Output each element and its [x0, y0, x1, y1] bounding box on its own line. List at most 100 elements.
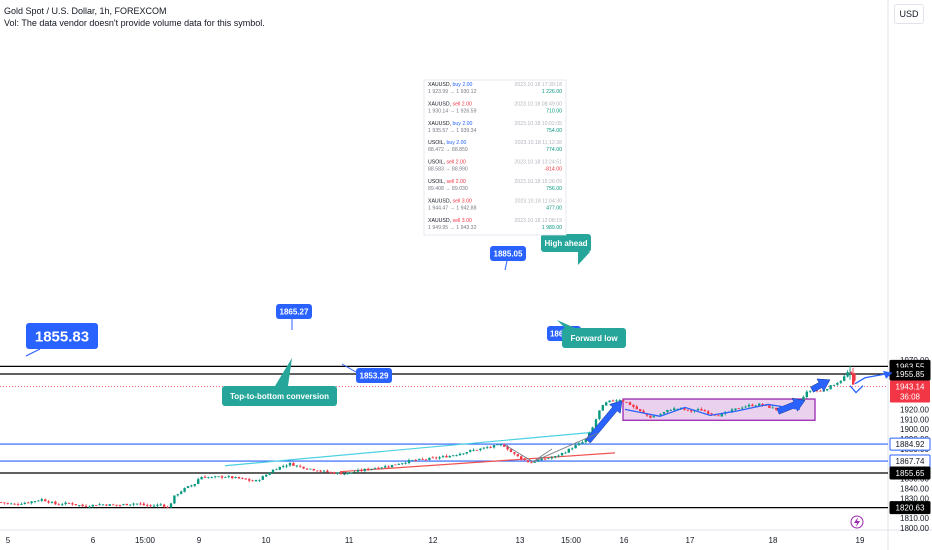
up-arrow [585, 400, 623, 444]
candle-body [156, 504, 159, 506]
lightning-icon-ring [850, 515, 864, 529]
x-tick-label: 18 [769, 536, 778, 545]
candle-body [37, 500, 40, 502]
candle-body [591, 427, 594, 434]
candle-body [707, 411, 710, 414]
candle-body [734, 408, 737, 410]
chart-title: Gold Spot / U.S. Dollar, 1h, FOREXCOM [4, 6, 167, 16]
candle-body [520, 456, 523, 460]
candle-body [6, 503, 9, 504]
candle-body [135, 503, 139, 505]
y-tick-label: 1840.00 [900, 484, 929, 493]
candle-body [771, 407, 774, 409]
candle-body [852, 373, 855, 385]
x-tick-label: 16 [620, 536, 629, 545]
candle-body [448, 455, 451, 458]
path-arrow-head [883, 370, 892, 379]
candle-body [183, 488, 186, 492]
candle-body [333, 472, 336, 474]
candle-body [571, 448, 574, 450]
trade-pnl: 754.00 [546, 128, 562, 134]
candle-body [197, 479, 200, 484]
trade-panel: XAUUSD, buy 2.001 923.99 → 1 930.122023.… [423, 79, 567, 236]
candle-body [526, 460, 530, 463]
trade-prices: 1 949.95 → 1 943.32 [428, 225, 477, 231]
projection-path [624, 403, 801, 417]
candle-body [554, 456, 557, 458]
candle-body [438, 457, 441, 459]
level-tag [889, 501, 931, 515]
candle-body [499, 444, 502, 446]
candle-body [81, 504, 84, 507]
x-tick-label: 19 [856, 536, 865, 545]
candle-body [458, 453, 462, 456]
small-down-arrow [849, 385, 864, 394]
candle-body [176, 494, 179, 496]
candle-body [322, 470, 326, 472]
big-level-callout: 1855.83 [26, 323, 98, 349]
countdown-label: 36:08 [900, 393, 921, 402]
candle-body [465, 452, 468, 454]
candle-body [47, 501, 50, 503]
candle-body [200, 476, 203, 480]
candle-body [618, 400, 621, 401]
candle-body [0, 502, 3, 504]
candle-body [132, 503, 135, 505]
candle-body [846, 372, 849, 377]
candle-body [339, 472, 343, 475]
current-price-tag [890, 380, 930, 403]
price-1885-pointer [504, 260, 508, 271]
candle-body [186, 486, 190, 488]
candle-body [455, 454, 458, 456]
candle-body [567, 448, 570, 453]
high-ahead-pointer [578, 252, 590, 265]
x-tick-label: 6 [91, 536, 96, 545]
candle-body [278, 466, 281, 470]
channel-lower-line [339, 452, 616, 473]
candle-body [669, 410, 672, 411]
up-arrow [810, 378, 831, 393]
channel-upper-line [224, 431, 596, 467]
candle-body [741, 407, 744, 409]
trade-date: 2023.10.18 10:02:05 [514, 121, 562, 127]
candle-body [50, 501, 54, 503]
level-tag-label: 1955.85 [896, 370, 925, 379]
candle-body [71, 503, 74, 505]
candle-body [112, 504, 115, 506]
candle-body [550, 457, 553, 459]
candle-body [496, 444, 499, 446]
candle-body [482, 447, 485, 449]
candle-body [666, 409, 669, 412]
candles [0, 370, 856, 509]
candle-body [523, 459, 526, 461]
lightning-icon-bolt [854, 517, 860, 527]
x-tick-label: 17 [686, 536, 695, 545]
candle-body [370, 468, 373, 470]
candle-body [441, 456, 445, 458]
x-tick-label: 10 [262, 536, 271, 545]
candle-body [509, 449, 513, 452]
trade-symbol: USOIL, sell 2.00 [428, 160, 466, 166]
candle-body [292, 463, 295, 466]
level-tag-label: 1820.63 [896, 504, 925, 513]
candle-body [462, 453, 465, 455]
candle-body [101, 504, 105, 506]
candle-body [394, 464, 397, 466]
candle-body [832, 385, 836, 386]
candle-body [397, 464, 400, 465]
lightning-icon[interactable] [850, 515, 864, 529]
candle-body [214, 476, 217, 478]
candle-body [343, 473, 346, 475]
candle-body [479, 448, 482, 450]
candle-body [309, 468, 312, 470]
candle-body [54, 501, 57, 505]
price-1853-pointer [341, 363, 357, 373]
candle-body [452, 455, 455, 457]
trade-row: XAUUSD, buy 2.001 935.57 → 1 939.34 2023.… [428, 121, 562, 134]
currency-button[interactable]: USD [894, 4, 924, 24]
candle-body [768, 405, 771, 408]
candle-body [737, 408, 740, 410]
candle-body [329, 472, 332, 474]
level-tag [889, 437, 931, 451]
